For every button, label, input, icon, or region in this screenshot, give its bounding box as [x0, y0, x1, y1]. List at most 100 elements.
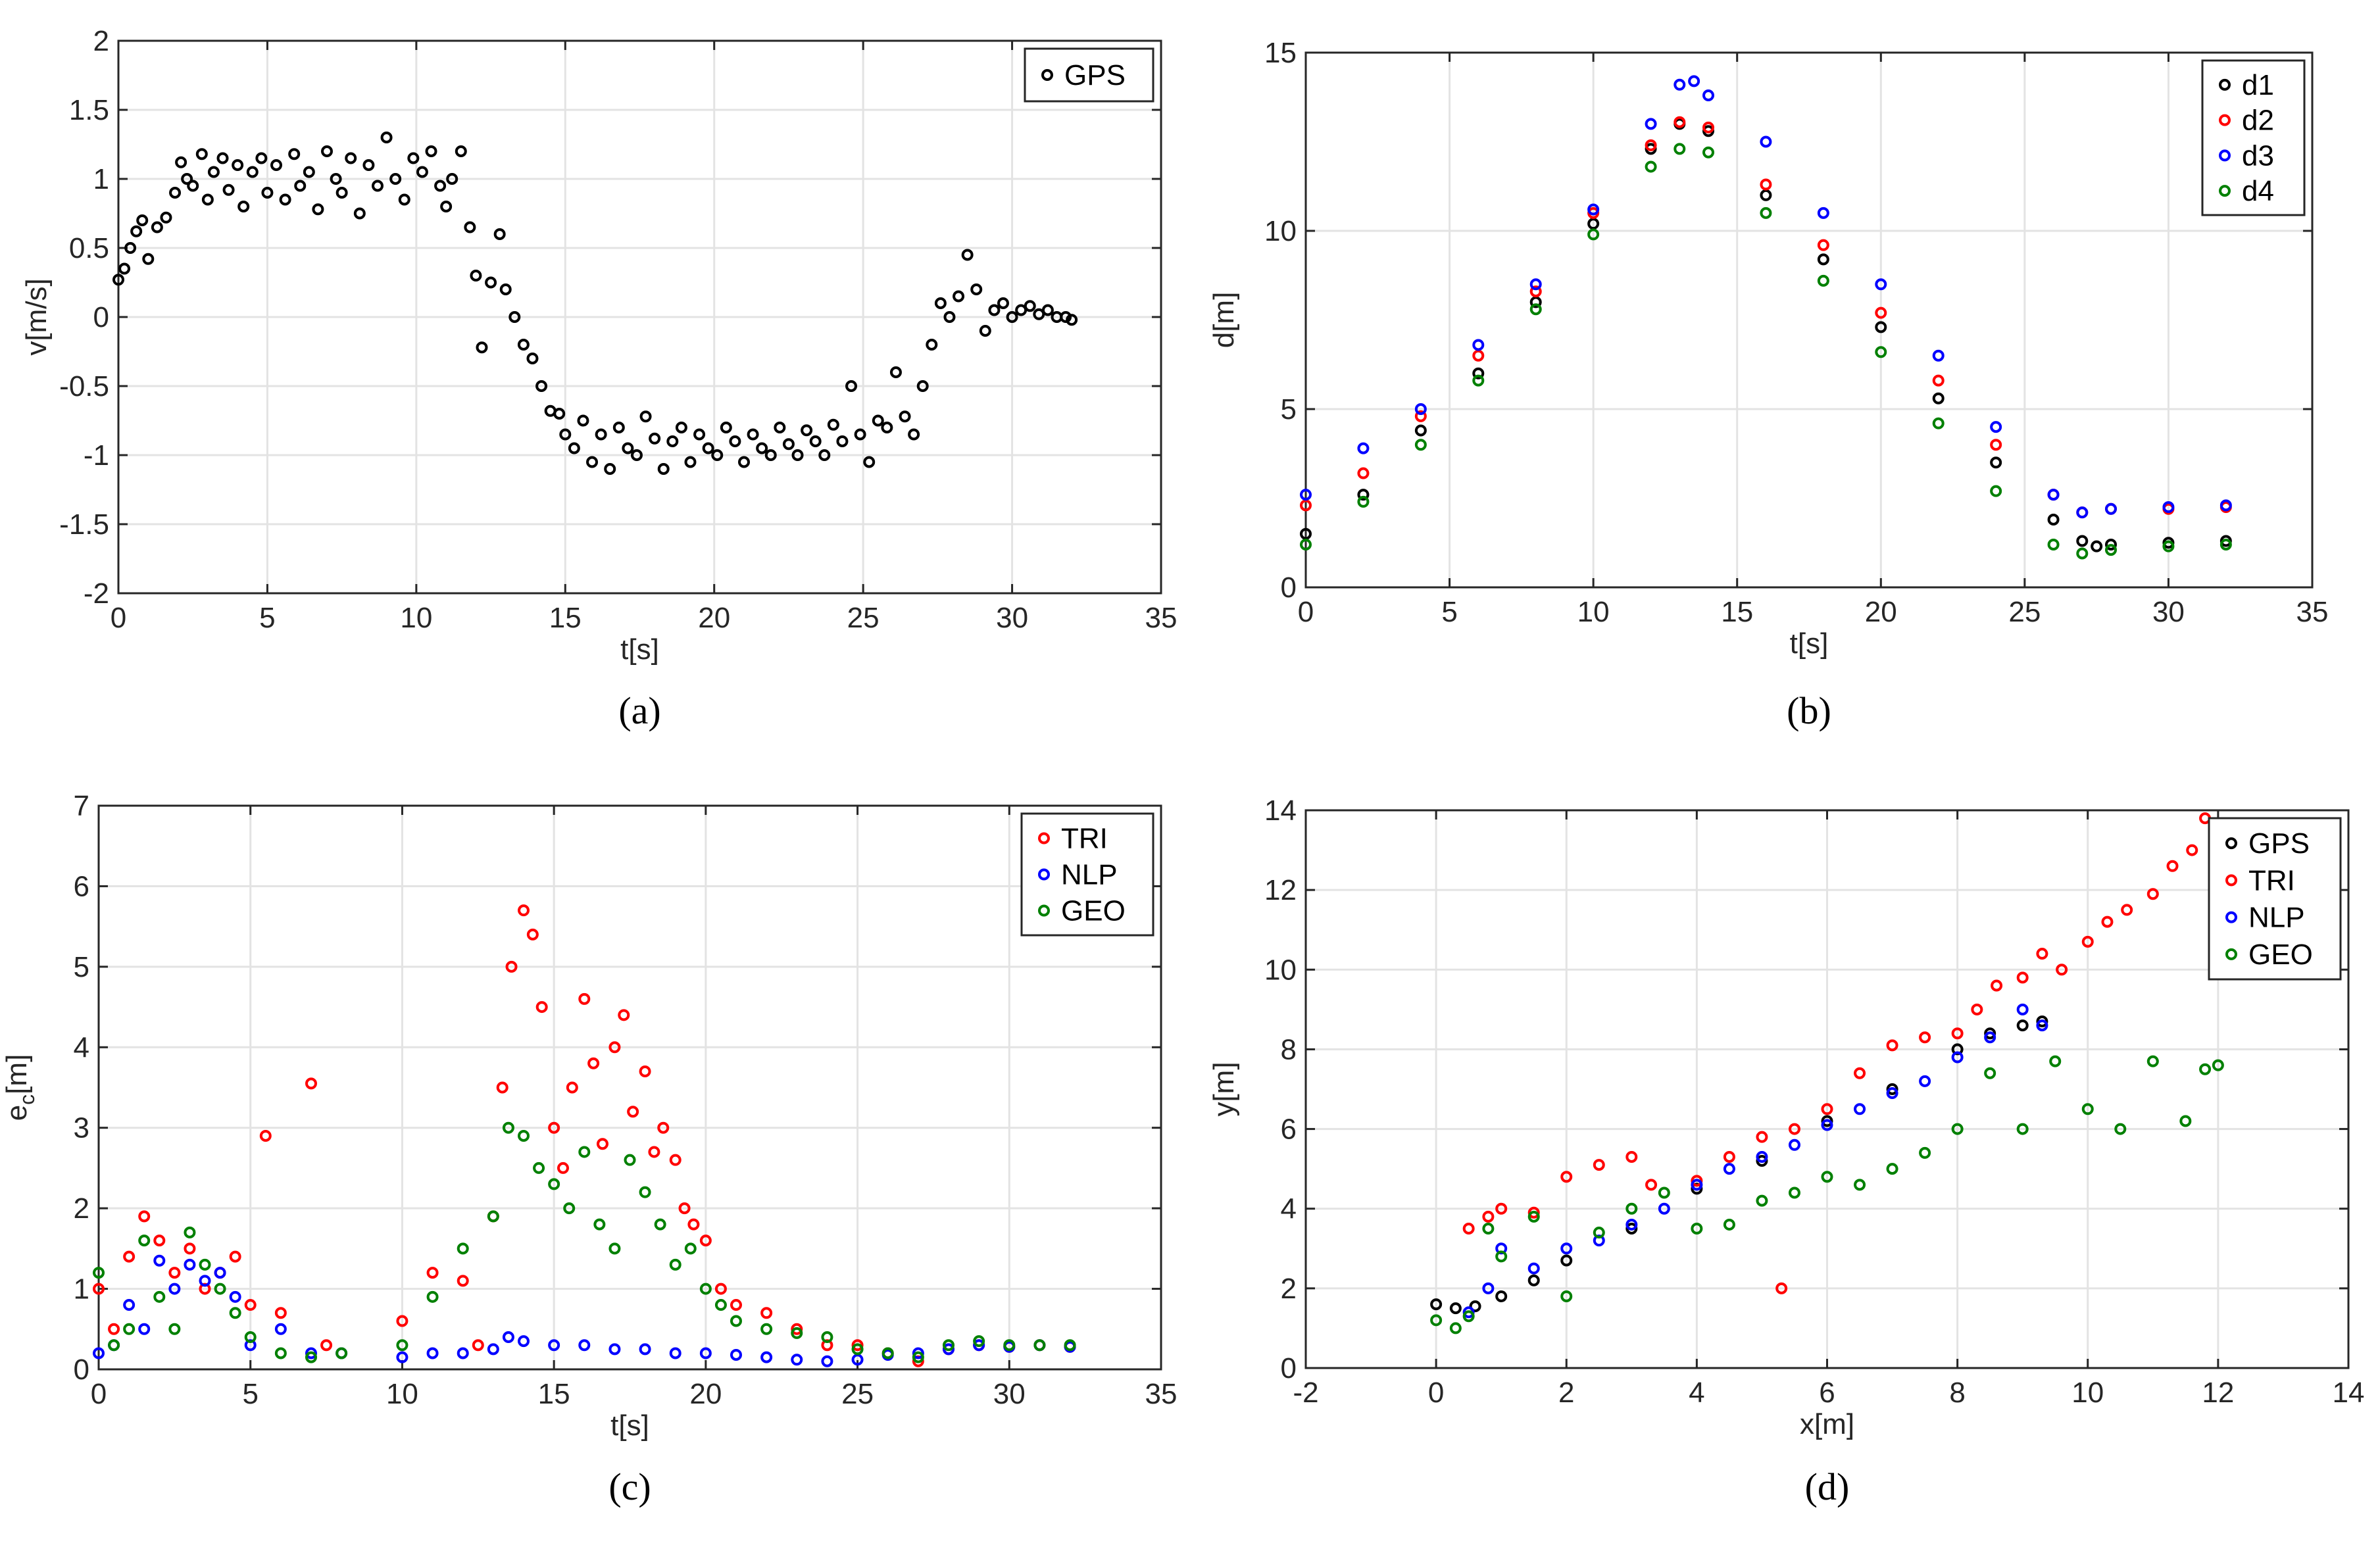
chart-b-d1-point [1875, 321, 1887, 333]
chart-c-nlp-point [153, 1254, 166, 1267]
chart-c-geo-point [669, 1258, 682, 1271]
chart-d-nlp-point [1527, 1262, 1540, 1275]
chart-a-y-tick-label: -0.5 [59, 370, 109, 403]
chart-c-tri-point [505, 960, 518, 973]
chart-d-tri-point [2166, 860, 2179, 872]
chart-c-geo-point [184, 1226, 196, 1238]
chart-a-gps-point [684, 456, 697, 468]
chart-c-x-tick-label: 20 [689, 1378, 722, 1410]
chart-d-tri-point [1625, 1150, 1638, 1163]
chart-b-d3-point [1702, 89, 1714, 102]
chart-a-gps-point [979, 325, 991, 337]
chart-c-tri-point [184, 1242, 196, 1255]
chart-c-tri-point [714, 1283, 727, 1295]
chart-c-geo-point [851, 1343, 864, 1356]
chart-d-series-geo [1430, 1055, 2224, 1334]
chart-b-d4-point [1587, 228, 1600, 241]
chart-a-x-tick-label: 10 [400, 602, 432, 634]
chart-c-geo-point [608, 1242, 621, 1255]
chart-b-d1-point [1357, 489, 1370, 501]
chart-d-nlp-point [2036, 1019, 2048, 1032]
chart-c-tri-point [518, 904, 530, 917]
chart-c-geo-point [1064, 1339, 1076, 1352]
chart-a-legend-box [1024, 47, 1154, 103]
chart-a-gps-point [201, 193, 214, 206]
chart-d-geo-point [2016, 1123, 2029, 1135]
chart-c-nlp-point [791, 1354, 803, 1366]
chart-a-gps-point [455, 145, 467, 157]
chart-a-gps-point [389, 173, 402, 185]
chart-d-legend-label-gps: GPS [2248, 827, 2310, 860]
chart-d-y-tick-label: 10 [1264, 954, 1297, 986]
chart-d-geo-point [1482, 1223, 1495, 1235]
chart-c-y-axis-label-unit: [m] [1, 1054, 33, 1094]
chart-c-nlp-point [821, 1355, 833, 1367]
chart-d-tri-point [2081, 935, 2094, 948]
chart-b-d3-point [1990, 421, 2002, 433]
chart-c-nlp-point [518, 1335, 530, 1348]
chart-b-d3-point [2047, 489, 2060, 501]
chart-a-gps-point [666, 435, 679, 447]
chart-d-gps-point [1430, 1298, 1443, 1311]
chart-a-gps-point [526, 353, 539, 364]
chart-b-d4-point [1673, 143, 1686, 155]
chart-d-nlp-point [1560, 1242, 1573, 1255]
chart-c-nlp-point [426, 1347, 439, 1359]
chart-b-d3-point [2162, 501, 2175, 514]
chart-c-geo-point [730, 1315, 742, 1327]
chart-d-nlp-point [1886, 1087, 1898, 1100]
chart-a-gps-point [845, 380, 858, 392]
chart-c-nlp-point [502, 1331, 514, 1344]
chart-d-y-tick-label: 6 [1281, 1113, 1297, 1146]
chart-b-d4-point [1414, 439, 1427, 451]
chart-d-geo-point [1886, 1163, 1898, 1175]
chart-d-legend-label-nlp: NLP [2248, 902, 2305, 934]
chart-c-geo-point [593, 1218, 606, 1231]
chart-c-nlp-point [669, 1347, 682, 1359]
chart-c-tri-point [639, 1065, 651, 1078]
chart-d-tri-point [1788, 1123, 1800, 1135]
chart-d-nlp-point [1756, 1150, 1768, 1163]
chart-d-y-tick-label: 0 [1281, 1352, 1297, 1384]
chart-a-legend-marker-gps [1041, 69, 1053, 81]
chart-c-geo-point [881, 1347, 894, 1359]
chart-c-geo-point [335, 1347, 348, 1359]
chart-b-d1-point [1587, 218, 1600, 230]
chart-c-geo-point [973, 1335, 985, 1348]
chart-c-geo-point [168, 1323, 181, 1335]
chart-d-y-tick-label: 8 [1281, 1033, 1297, 1065]
chart-c-geo-point [563, 1202, 576, 1215]
chart-c-nlp-point [912, 1347, 924, 1359]
chart-d-tri-point [1645, 1179, 1658, 1191]
chart-d-nlp-point [1482, 1282, 1495, 1294]
chart-a-gps-point [926, 339, 938, 351]
chart-a-gps-point [330, 173, 342, 185]
chart-b-d1-point [1529, 296, 1542, 308]
chart-c-tri-point [305, 1077, 317, 1090]
chart-b-d3-point [1529, 278, 1542, 291]
chart-c-tri-point [108, 1323, 120, 1335]
chart-a-gps-point [1060, 311, 1072, 323]
chart-d-geo-point [1462, 1310, 1475, 1323]
chart-a-gps-point [303, 166, 315, 178]
chart-c-geo-point [518, 1129, 530, 1142]
chart-a-gps-point [142, 253, 155, 265]
chart-b-caption: (b) [1787, 689, 1831, 732]
chart-a-gps-point [112, 274, 124, 286]
chart-c-tri-point [648, 1146, 660, 1158]
chart-b-d2-point [1357, 467, 1370, 479]
chart-c-tri-point [851, 1339, 864, 1352]
chart-a-gps-point [988, 304, 1001, 316]
chart-c-tri-point [526, 928, 539, 941]
chart-a: 0 5 10 15 20 25 30 35 -2 -1.5 -1 -0.5 0 0.5 1 1.5 2 t[s] v… [20, 25, 1177, 732]
chart-c-geo-point [821, 1331, 833, 1344]
chart-a-x-axis-label: t[s] [620, 633, 659, 666]
chart-a-gps-point [693, 428, 706, 441]
chart-a-gps-point [836, 435, 849, 447]
chart-c-tri-point [791, 1323, 803, 1335]
chart-a-gps-point [270, 159, 283, 171]
chart-b-d2-point [1472, 349, 1485, 362]
chart-b-x-tick-label: 30 [2152, 596, 2185, 628]
chart-b-axes-frame [1304, 51, 2314, 589]
